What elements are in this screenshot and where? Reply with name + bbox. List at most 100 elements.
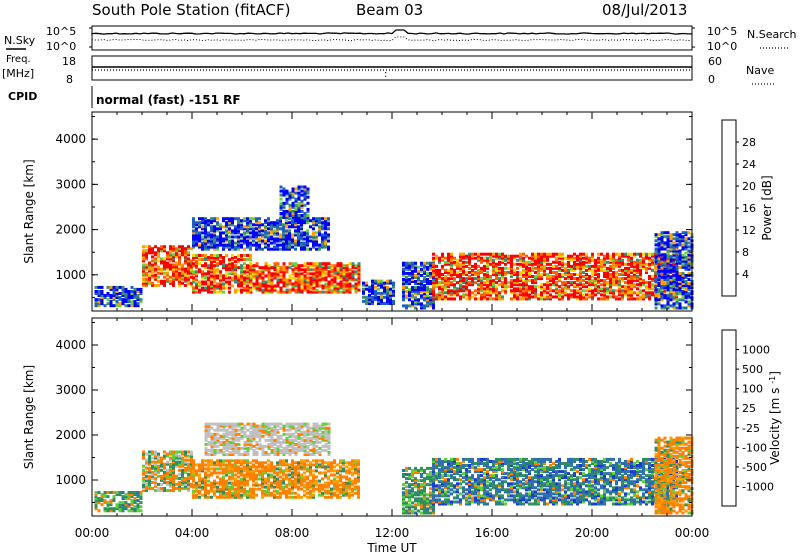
power-cell xyxy=(681,243,685,247)
velocity-cell xyxy=(288,481,291,485)
power-cell xyxy=(294,187,298,191)
power-cell xyxy=(669,294,673,298)
power-cell xyxy=(324,223,327,227)
velocity-cell xyxy=(160,482,163,486)
power-cell xyxy=(459,258,462,262)
power-cell xyxy=(522,252,525,256)
velocity-cell xyxy=(300,465,303,469)
power-cell xyxy=(426,298,429,302)
velocity-cell xyxy=(219,477,222,481)
velocity-cell xyxy=(172,478,175,482)
power-cell xyxy=(204,256,207,259)
velocity-cell xyxy=(282,491,285,495)
velocity-cell xyxy=(306,491,309,495)
power-cell xyxy=(549,279,552,283)
power-cell xyxy=(465,285,468,289)
velocity-cell xyxy=(327,475,330,479)
power-ytick-label: 1000 xyxy=(55,268,86,282)
power-cell xyxy=(297,274,301,278)
power-cell xyxy=(663,257,667,261)
velocity-cell xyxy=(354,459,357,463)
velocity-cell xyxy=(243,479,246,483)
power-cell xyxy=(417,300,420,304)
power-cell xyxy=(429,273,432,277)
power-cell xyxy=(660,265,664,269)
power-cell xyxy=(552,266,555,270)
power-cell xyxy=(495,277,498,281)
power-cell xyxy=(318,247,321,251)
velocity-cell xyxy=(204,481,207,485)
freq-unit-label: [MHz] xyxy=(2,67,34,80)
power-cell xyxy=(297,286,301,290)
power-cell xyxy=(285,282,289,286)
power-cell xyxy=(591,297,594,301)
power-cell xyxy=(192,219,195,223)
power-cell xyxy=(154,257,157,261)
velocity-cell xyxy=(297,493,300,497)
velocity-cell xyxy=(345,489,348,493)
power-cell xyxy=(618,289,621,293)
power-cell xyxy=(288,231,291,235)
velocity-cell xyxy=(207,440,211,444)
power-cell xyxy=(435,285,438,289)
power-cell xyxy=(270,274,274,278)
velocity-cell xyxy=(309,491,312,495)
power-cell xyxy=(148,281,151,285)
power-cell xyxy=(264,221,267,225)
velocity-cell xyxy=(273,471,276,475)
velocity-cell xyxy=(294,473,297,477)
power-cell xyxy=(633,266,636,270)
power-cell xyxy=(402,284,405,288)
velocity-cell xyxy=(354,467,357,471)
power-cell xyxy=(231,221,234,225)
power-cell xyxy=(522,297,525,301)
power-cell xyxy=(687,265,691,269)
power-cell xyxy=(666,298,670,302)
power-cell xyxy=(468,256,471,260)
power-cell xyxy=(657,256,660,260)
power-cell xyxy=(603,254,606,258)
power-cell xyxy=(405,296,408,300)
power-cell xyxy=(264,284,268,288)
power-cell xyxy=(447,297,450,301)
power-cell xyxy=(172,259,175,263)
velocity-cell xyxy=(225,467,228,471)
power-cell xyxy=(291,237,294,241)
velocity-cell xyxy=(345,491,348,495)
power-cell xyxy=(225,264,228,268)
power-cell xyxy=(279,278,283,282)
power-cell xyxy=(264,229,267,233)
velocity-cell xyxy=(237,483,240,487)
velocity-cell xyxy=(97,497,101,501)
power-cell xyxy=(606,273,609,276)
power-cell xyxy=(513,256,516,260)
power-cell xyxy=(210,290,213,294)
power-cell xyxy=(148,249,151,253)
power-cell xyxy=(163,257,166,261)
power-cell xyxy=(432,275,435,278)
power-cell xyxy=(333,264,337,268)
power-cell xyxy=(513,271,516,274)
power-cell xyxy=(294,197,298,201)
velocity-cell xyxy=(231,428,235,432)
velocity-cell xyxy=(243,469,246,473)
velocity-cell xyxy=(267,469,270,473)
power-cell xyxy=(543,291,546,295)
power-cell xyxy=(175,265,178,269)
power-cell xyxy=(270,231,273,235)
power-cell xyxy=(474,271,477,274)
velocity-cell xyxy=(225,422,229,426)
velocity-cell xyxy=(243,459,246,463)
power-cell xyxy=(669,275,673,279)
power-cell xyxy=(564,285,567,289)
power-cell xyxy=(216,284,219,288)
power-cell xyxy=(285,247,288,251)
power-cell xyxy=(285,212,289,215)
power-cell xyxy=(558,295,561,299)
velocity-cell xyxy=(246,459,249,463)
power-cell xyxy=(285,278,289,282)
velocity-cell xyxy=(222,434,226,438)
velocity-cell xyxy=(357,477,360,481)
power-cell xyxy=(252,270,256,274)
power-cell xyxy=(672,262,675,266)
